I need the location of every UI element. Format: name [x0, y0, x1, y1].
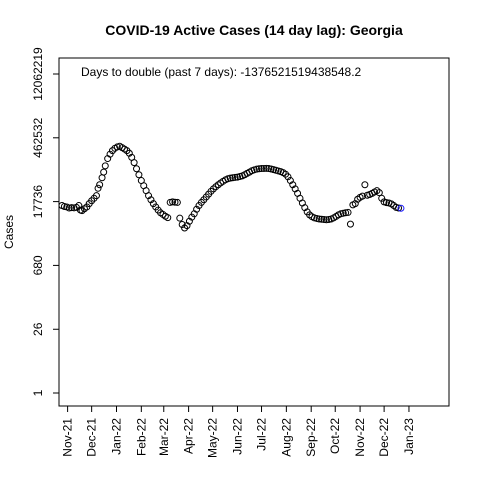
data-point	[171, 198, 179, 206]
data-point	[96, 181, 104, 189]
data-point	[322, 216, 330, 224]
x-tick-label: Sep-22	[304, 418, 318, 457]
data-points	[58, 142, 405, 232]
x-tick-label: Apr-22	[182, 418, 196, 454]
x-tick-label: Nov-21	[61, 418, 75, 457]
data-point	[173, 198, 181, 206]
x-tick-label: Nov-22	[353, 418, 367, 457]
y-tick-label: 462532	[31, 117, 45, 157]
data-point	[255, 165, 263, 173]
data-point	[231, 173, 239, 181]
doubling-annotation: Days to double (past 7 days): -137652151…	[81, 65, 362, 79]
x-tick-label: Mar-22	[157, 418, 171, 456]
data-point	[378, 194, 386, 202]
data-point	[92, 192, 100, 200]
data-point	[265, 165, 273, 173]
y-tick-label: 17736	[31, 185, 45, 219]
x-tick-label: Jan-23	[402, 418, 416, 455]
data-point	[358, 192, 366, 200]
data-point	[344, 208, 352, 216]
x-tick-label: Jul-22	[255, 418, 269, 451]
data-point	[94, 184, 102, 192]
data-point	[164, 214, 172, 222]
data-point	[60, 203, 68, 211]
chart-title: COVID-19 Active Cases (14 day lag): Geor…	[105, 22, 403, 38]
y-tick-label: 12062219	[31, 47, 45, 101]
data-point	[315, 215, 323, 223]
data-point	[106, 150, 114, 158]
data-point	[395, 204, 403, 212]
data-point	[169, 198, 177, 206]
data-point	[181, 224, 189, 232]
data-point	[209, 185, 217, 193]
data-point	[346, 220, 354, 228]
data-point	[178, 221, 186, 229]
x-tick-label: May-22	[206, 418, 220, 458]
x-tick-label: Oct-22	[328, 418, 342, 454]
y-axis-label: Cases	[2, 215, 16, 249]
data-point	[383, 199, 391, 207]
data-point	[260, 164, 268, 172]
data-point	[193, 205, 201, 213]
data-point	[361, 181, 369, 189]
data-point	[375, 189, 383, 197]
y-tick-label: 680	[31, 255, 45, 275]
data-point	[318, 215, 326, 223]
data-point	[320, 216, 328, 224]
data-point	[133, 165, 141, 173]
x-tick-label: Dec-22	[377, 418, 391, 457]
x-tick-label: Dec-21	[85, 418, 99, 457]
data-point	[258, 165, 266, 173]
data-point	[75, 202, 83, 210]
y-axis: 1 26 680 17736 462532 12062219	[31, 47, 60, 396]
data-point	[68, 204, 76, 212]
x-tick-label: Jun-22	[230, 418, 244, 455]
x-axis: Nov-21 Dec-21 Jan-22 Feb-22 Mar-22 Apr-22 May-…	[61, 405, 416, 458]
data-point	[135, 171, 143, 179]
x-tick-label: Aug-22	[279, 418, 293, 457]
data-point	[101, 162, 109, 170]
data-point	[342, 209, 350, 217]
data-point	[207, 187, 215, 195]
data-point	[226, 174, 234, 182]
data-point	[339, 209, 347, 217]
data-point	[108, 147, 116, 155]
y-tick-label: 1	[31, 389, 45, 396]
data-point	[397, 204, 405, 212]
data-point	[176, 214, 184, 222]
data-point	[229, 174, 237, 182]
y-tick-label: 26	[31, 322, 45, 336]
x-tick-label: Jan-22	[109, 418, 123, 455]
data-point	[262, 164, 270, 172]
data-point	[253, 165, 261, 173]
data-point	[130, 159, 138, 167]
data-point	[284, 173, 292, 181]
data-point	[65, 204, 73, 212]
x-tick-label: Feb-22	[134, 418, 148, 456]
data-point	[100, 168, 108, 176]
